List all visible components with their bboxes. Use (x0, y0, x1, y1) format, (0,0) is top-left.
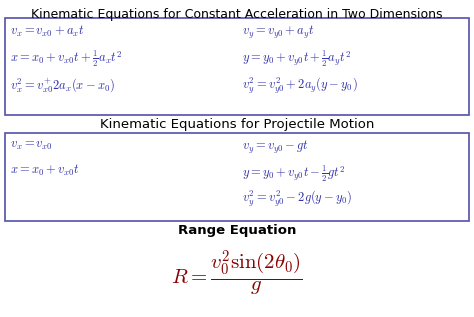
Text: $v_y = v_{y0} - gt$: $v_y = v_{y0} - gt$ (242, 139, 309, 156)
Text: $v_y^2 = v_{y0}^2 + 2a_y(y - y_0)$: $v_y^2 = v_{y0}^2 + 2a_y(y - y_0)$ (242, 76, 358, 96)
Text: Kinematic Equations for Projectile Motion: Kinematic Equations for Projectile Motio… (100, 118, 374, 131)
Text: $v_y = v_{y0} + a_y t$: $v_y = v_{y0} + a_y t$ (242, 24, 315, 41)
Text: $R = \dfrac{v_0^2 \sin(2\theta_0)}{g}$: $R = \dfrac{v_0^2 \sin(2\theta_0)}{g}$ (171, 248, 303, 298)
FancyBboxPatch shape (5, 18, 469, 115)
Text: $y = y_0 + v_{y0}t + \frac{1}{2}a_y t^2$: $y = y_0 + v_{y0}t + \frac{1}{2}a_y t^2$ (242, 48, 351, 68)
FancyBboxPatch shape (5, 133, 469, 221)
Text: $v_y^2 = v_{y0}^2 - 2g(y - y_0)$: $v_y^2 = v_{y0}^2 - 2g(y - y_0)$ (242, 189, 352, 209)
Text: $v_x^2 = v_{x0}^{+}2a_x(x - x_0)$: $v_x^2 = v_{x0}^{+}2a_x(x - x_0)$ (10, 76, 115, 94)
Text: $x = x_0 + v_{x0}t$: $x = x_0 + v_{x0}t$ (10, 163, 80, 178)
Text: $v_x = v_{x0}$: $v_x = v_{x0}$ (10, 139, 53, 152)
Text: Kinematic Equations for Constant Acceleration in Two Dimensions: Kinematic Equations for Constant Acceler… (31, 8, 443, 21)
Text: $y = y_0 + v_{y0}t - \frac{1}{2}gt^2$: $y = y_0 + v_{y0}t - \frac{1}{2}gt^2$ (242, 163, 346, 184)
Text: $x = x_0 + v_{x0}t + \frac{1}{2}a_x t^2$: $x = x_0 + v_{x0}t + \frac{1}{2}a_x t^2$ (10, 48, 123, 68)
Text: Range Equation: Range Equation (178, 224, 296, 237)
Text: $v_x = v_{x0} + a_x t$: $v_x = v_{x0} + a_x t$ (10, 24, 85, 39)
